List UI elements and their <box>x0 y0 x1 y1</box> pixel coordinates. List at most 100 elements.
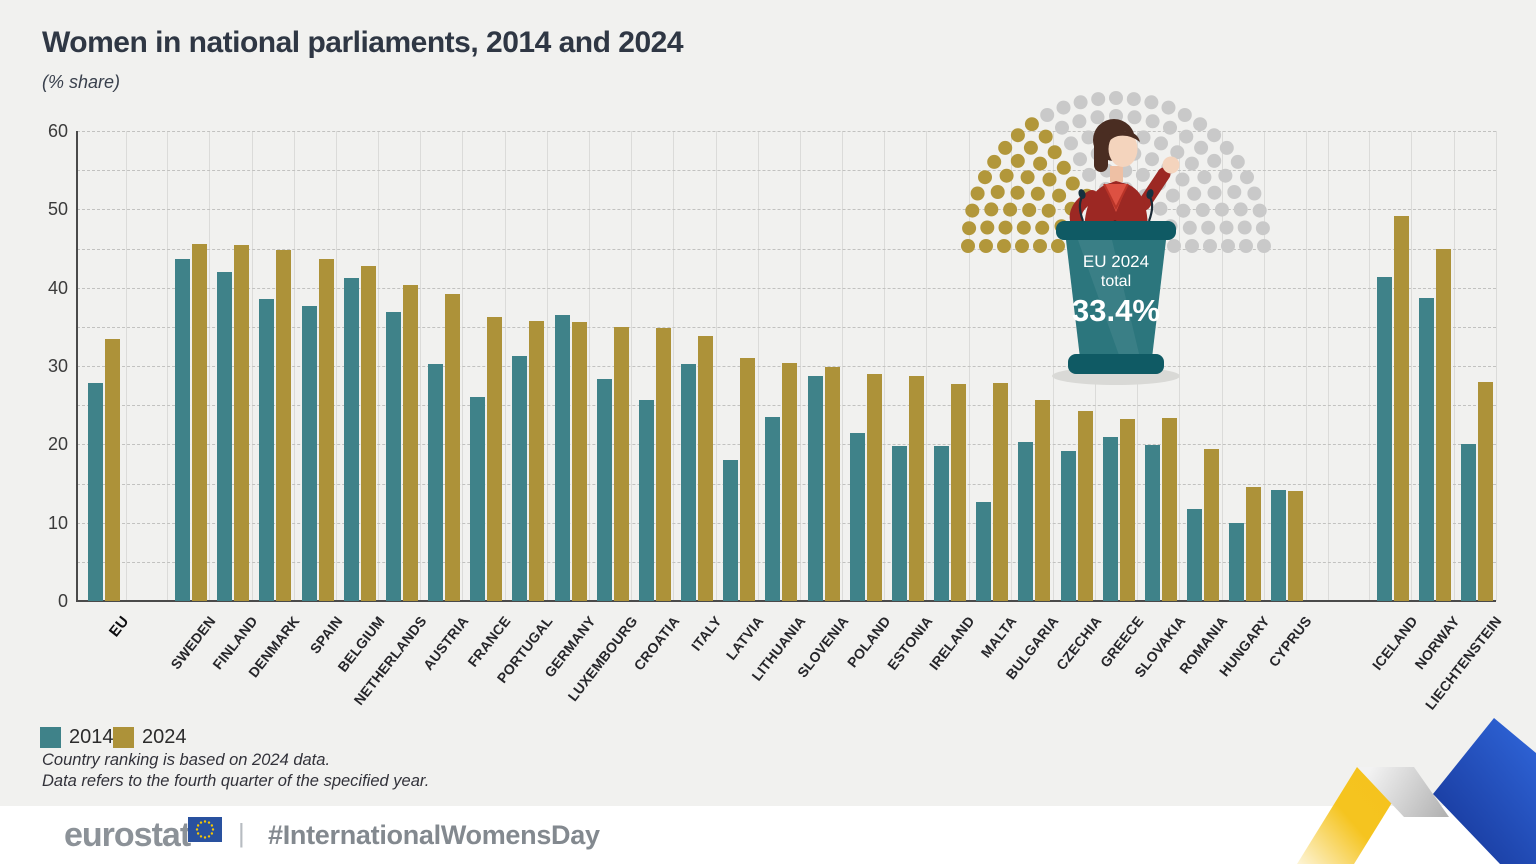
bar-2024-cyprus <box>1288 490 1304 601</box>
seat-dot-other <box>1040 108 1055 122</box>
y-axis-line <box>76 131 78 602</box>
bar-2024-austria <box>445 293 461 601</box>
flag-star <box>210 832 214 835</box>
y-tick-label: 30 <box>47 356 68 376</box>
seat-dot-other <box>1082 167 1097 182</box>
bar-2024-romania <box>1204 449 1220 601</box>
seat-dot-other <box>1257 239 1271 253</box>
horizontal-gridline <box>77 170 1496 172</box>
seat-dot-women <box>980 220 995 235</box>
bar-2014-eu <box>88 383 103 601</box>
footer-separator: | <box>238 818 245 848</box>
seat-dot-other <box>1170 145 1185 160</box>
ribbon-blue-band <box>1433 718 1536 864</box>
bar-2024-slovenia <box>824 366 840 601</box>
seat-dot-women <box>1010 185 1025 200</box>
seat-dot-women <box>984 202 999 217</box>
seat-dot-other <box>1203 239 1217 253</box>
x-axis-label-italy: ITALY <box>687 613 725 654</box>
seat-dot-other <box>1252 203 1267 218</box>
flag-star <box>207 821 211 824</box>
seat-dot-other <box>1207 185 1222 200</box>
bar-2024-estonia <box>908 376 924 601</box>
flag-star <box>195 828 199 831</box>
flag-star <box>199 821 203 824</box>
bar-2024-czechia <box>1077 410 1093 601</box>
seat-dot-other <box>1218 168 1233 183</box>
bar-2024-lithuania <box>782 362 798 601</box>
seat-dot-women <box>990 185 1005 199</box>
bar-2024-norway <box>1436 248 1452 601</box>
seat-dot-other <box>1179 129 1194 144</box>
ribbon-gray-fold <box>1357 767 1449 817</box>
seat-dot-other <box>1230 154 1245 169</box>
seat-dot-other <box>1109 91 1123 105</box>
seat-dot-other <box>1161 100 1176 115</box>
seat-dot-other <box>1072 114 1087 129</box>
seat-dot-women <box>970 186 985 201</box>
bar-2024-belgium <box>360 265 376 601</box>
bar-2024-poland <box>866 373 882 601</box>
legend-item-2014: 2014 <box>40 726 114 749</box>
bar-2014-portugal <box>512 355 528 601</box>
seat-dot-other <box>1091 92 1106 107</box>
seat-dot-other <box>1177 108 1192 122</box>
seat-dot-other <box>1135 167 1150 182</box>
seat-dot-women <box>1033 156 1048 171</box>
seat-dot-other <box>1239 239 1253 253</box>
seat-dot-other <box>1227 185 1242 199</box>
page-title: Women in national parliaments, 2014 and … <box>42 26 684 59</box>
bar-2024-croatia <box>655 327 671 601</box>
bar-2014-greece <box>1102 437 1118 601</box>
bar-2014-poland <box>849 433 865 601</box>
seat-dot-women <box>1022 203 1037 217</box>
seat-dot-women <box>1035 220 1050 235</box>
y-tick-label: 0 <box>57 591 68 611</box>
seat-dot-other <box>1175 172 1190 187</box>
flag-star <box>211 828 215 831</box>
podium: EU 2024 total 33.4% <box>1056 189 1176 374</box>
seat-dot-other <box>1197 170 1212 185</box>
seat-dot-women <box>987 154 1002 169</box>
seat-dot-other <box>1247 186 1262 201</box>
seat-dot-other <box>1081 130 1096 145</box>
bar-2024-bulgaria <box>1035 399 1051 601</box>
y-tick-label: 60 <box>47 121 68 141</box>
bar-2014-finland <box>217 272 233 601</box>
seat-dot-women <box>1003 202 1018 217</box>
seat-dot-women <box>1015 239 1029 253</box>
page-subtitle: (% share) <box>42 72 121 92</box>
footer-bar <box>0 806 1536 864</box>
x-axis-label-eu: EU <box>105 613 133 641</box>
bar-2024-sweden <box>192 243 207 601</box>
bar-2024-iceland <box>1394 215 1409 601</box>
bar-2014-bulgaria <box>1018 441 1034 601</box>
bar-2014-slovenia <box>807 376 823 601</box>
seat-dot-women <box>1010 153 1025 168</box>
bar-2014-estonia <box>891 445 907 601</box>
seat-dot-women <box>998 140 1013 155</box>
seat-dot-women <box>1016 220 1031 235</box>
x-axis-label-malta: MALTA <box>977 613 1020 661</box>
bar-2014-croatia <box>638 399 654 601</box>
seat-dot-women <box>1041 203 1056 218</box>
seat-dot-other <box>1214 202 1229 217</box>
bar-2014-slovakia <box>1144 445 1160 601</box>
seat-dot-women <box>1038 129 1053 144</box>
bar-2014-italy <box>681 364 697 601</box>
bar-2014-sweden <box>175 259 190 601</box>
horizontal-gridline <box>77 326 1496 328</box>
x-axis-label-spain: SPAIN <box>306 613 346 657</box>
legend-label-2014: 2014 <box>69 726 114 748</box>
seat-dot-other <box>1176 203 1191 218</box>
seat-dot-other <box>1153 201 1168 216</box>
x-axis-label-cyprus: CYPRUS <box>1265 613 1316 670</box>
bar-2024-italy <box>698 336 714 601</box>
bar-2014-ireland <box>934 445 950 601</box>
seat-dot-other <box>1167 239 1181 253</box>
seat-dot-other <box>1056 100 1071 115</box>
bar-2024-ireland <box>951 384 967 601</box>
seat-dot-women <box>1023 140 1038 155</box>
speaker-face <box>1108 131 1138 167</box>
flag-star <box>203 820 207 823</box>
